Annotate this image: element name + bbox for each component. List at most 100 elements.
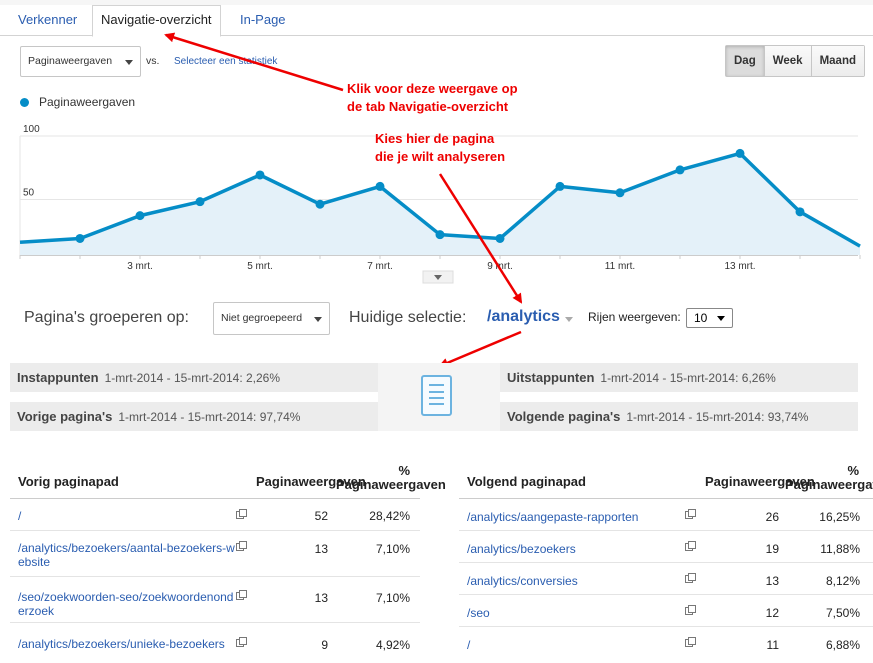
metric-select-value: Paginaweergaven — [28, 55, 113, 67]
open-external-icon[interactable] — [685, 573, 696, 583]
rows-select[interactable]: 10 — [686, 308, 733, 328]
chart-collapse-handle[interactable] — [422, 270, 454, 284]
table-row[interactable]: / 11 6,88% — [459, 627, 873, 659]
y-tick-label: 50 — [23, 188, 35, 199]
row-path-link[interactable]: / — [18, 509, 22, 523]
column-pageviews[interactable]: Paginaweergaven — [705, 474, 815, 489]
table-row[interactable]: /seo/zoekwoorden-seo/zoekwoordenonderzoe… — [10, 577, 420, 623]
table-row[interactable]: /seo 12 7,50% — [459, 595, 873, 627]
table-row[interactable]: /analytics/bezoekers/unieke-bezoekers 9 … — [10, 623, 420, 663]
x-tick-label: 3 mrt. — [127, 261, 153, 272]
row-pageviews: 13 — [314, 542, 328, 556]
table-row[interactable]: /analytics/bezoekers 19 11,88% — [459, 531, 873, 563]
open-external-icon[interactable] — [685, 541, 696, 551]
data-point[interactable] — [675, 165, 685, 175]
data-point[interactable] — [555, 181, 565, 191]
table-row[interactable]: /analytics/conversies 13 8,12% — [459, 563, 873, 595]
chevron-down-icon[interactable] — [565, 317, 573, 322]
flow-previous-detail: 1-mrt-2014 - 15-mrt-2014: 97,74% — [118, 410, 301, 424]
column-pageviews[interactable]: Paginaweergaven — [256, 474, 366, 489]
row-pageviews: 13 — [314, 591, 328, 605]
row-percent: 7,50% — [825, 606, 860, 620]
legend-label: Paginaweergaven — [39, 95, 136, 109]
row-path-link[interactable]: /seo/zoekwoorden-seo/zoekwoordenonderzoe… — [18, 590, 234, 618]
table-row[interactable]: / 52 28,42% — [10, 499, 420, 531]
open-external-icon[interactable] — [685, 605, 696, 615]
row-path-link[interactable]: /analytics/bezoekers/aantal-bezoekers-we… — [18, 541, 235, 569]
x-tick-label: 13 mrt. — [724, 261, 755, 272]
column-percent[interactable]: %Paginaweergaven — [785, 463, 873, 492]
column-next-path[interactable]: Volgend paginapad — [467, 474, 586, 489]
row-pageviews: 9 — [321, 638, 328, 652]
table-header: Volgend paginapad Paginaweergaven % Pagin… — [459, 462, 873, 499]
period-month-button[interactable]: Maand — [810, 46, 864, 76]
row-pageviews: 12 — [765, 606, 779, 620]
row-path-link[interactable]: /analytics/bezoekers/unieke-bezoekers — [18, 637, 225, 651]
column-percent[interactable]: %Paginaweergaven — [336, 463, 446, 492]
annotation-page-line-2: die je wilt analyseren — [375, 149, 506, 164]
column-percent-label: Paginaweergaven — [336, 477, 446, 492]
data-point[interactable] — [795, 207, 805, 217]
row-path-link[interactable]: /analytics/conversies — [467, 574, 578, 588]
table-row[interactable]: /analytics/aangepaste-rapporten 26 16,25… — [459, 499, 873, 531]
column-percent-symbol: % — [847, 463, 859, 478]
current-selection-value[interactable]: /analytics — [487, 308, 560, 325]
data-point[interactable] — [195, 197, 205, 207]
open-external-icon[interactable] — [236, 590, 247, 600]
flow-previous-label: Vorige pagina's — [17, 409, 113, 424]
row-percent: 16,25% — [819, 510, 860, 524]
data-point[interactable] — [435, 230, 445, 240]
flow-next[interactable]: Volgende pagina's 1-mrt-2014 - 15-mrt-201… — [500, 402, 858, 431]
annotation-page-note: Kies hier de pagina die je wilt analyser… — [375, 130, 505, 166]
row-path-link[interactable]: / — [467, 638, 471, 652]
tab-verkenner[interactable]: Verkenner — [18, 12, 78, 27]
rows-select-value: 10 — [694, 311, 708, 325]
y-tick-label: 100 — [23, 124, 40, 135]
column-percent-symbol: % — [398, 463, 410, 478]
flow-previous[interactable]: Vorige pagina's 1-mrt-2014 - 15-mrt-2014:… — [10, 402, 378, 431]
data-point[interactable] — [75, 233, 85, 243]
data-point[interactable] — [315, 199, 325, 209]
data-point[interactable] — [615, 188, 625, 198]
open-external-icon[interactable] — [236, 637, 247, 647]
report-tabs: Verkenner Navigatie-overzicht In-Page — [0, 0, 873, 37]
top-strip — [0, 0, 873, 5]
period-day-button[interactable]: Dag — [726, 46, 764, 76]
open-external-icon[interactable] — [236, 541, 247, 551]
period-week-button[interactable]: Week — [763, 46, 811, 76]
row-pageviews: 11 — [766, 638, 779, 652]
group-by-select[interactable]: Niet gegroepeerd — [213, 302, 330, 335]
chart-legend[interactable]: Paginaweergaven — [20, 95, 135, 109]
flow-exits[interactable]: Uitstappunten 1-mrt-2014 - 15-mrt-2014: 6… — [500, 363, 858, 392]
flow-entrances-detail: 1-mrt-2014 - 15-mrt-2014: 2,26% — [104, 371, 281, 385]
tab-navigatie-overzicht[interactable]: Navigatie-overzicht — [92, 5, 221, 37]
metric-select[interactable]: Paginaweergaven — [20, 46, 141, 77]
x-tick-label: 9 mrt. — [487, 261, 513, 272]
chevron-down-icon — [717, 316, 725, 321]
annotation-tab-line-1: Klik voor deze weergave op — [347, 81, 518, 96]
row-pageviews: 52 — [314, 509, 328, 523]
row-percent: 28,42% — [369, 509, 410, 523]
row-path-link[interactable]: /analytics/bezoekers — [467, 542, 576, 556]
group-by-label: Pagina's groeperen op: — [24, 309, 189, 326]
data-point[interactable] — [735, 148, 745, 158]
x-tick-label: 5 mrt. — [247, 261, 273, 272]
data-point[interactable] — [255, 170, 265, 180]
flow-entrances[interactable]: Instappunten 1-mrt-2014 - 15-mrt-2014: 2,… — [10, 363, 378, 392]
table-row[interactable]: /analytics/bezoekers/aantal-bezoekers-we… — [10, 531, 420, 577]
tab-in-page[interactable]: In-Page — [240, 12, 286, 27]
open-external-icon[interactable] — [685, 509, 696, 519]
flow-exits-label: Uitstappunten — [507, 370, 595, 385]
row-path-link[interactable]: /analytics/aangepaste-rapporten — [467, 510, 639, 524]
column-previous-path[interactable]: Vorig paginapad — [18, 474, 119, 489]
data-point[interactable] — [135, 211, 145, 221]
rows-label: Rijen weergeven: — [588, 310, 681, 324]
series-area — [20, 153, 860, 255]
row-percent: 8,12% — [825, 574, 860, 588]
select-statistic-link[interactable]: Selecteer een statistiek — [174, 56, 278, 67]
data-point[interactable] — [495, 233, 505, 243]
open-external-icon[interactable] — [685, 637, 696, 647]
open-external-icon[interactable] — [236, 509, 247, 519]
row-path-link[interactable]: /seo — [467, 606, 490, 620]
data-point[interactable] — [375, 181, 385, 191]
